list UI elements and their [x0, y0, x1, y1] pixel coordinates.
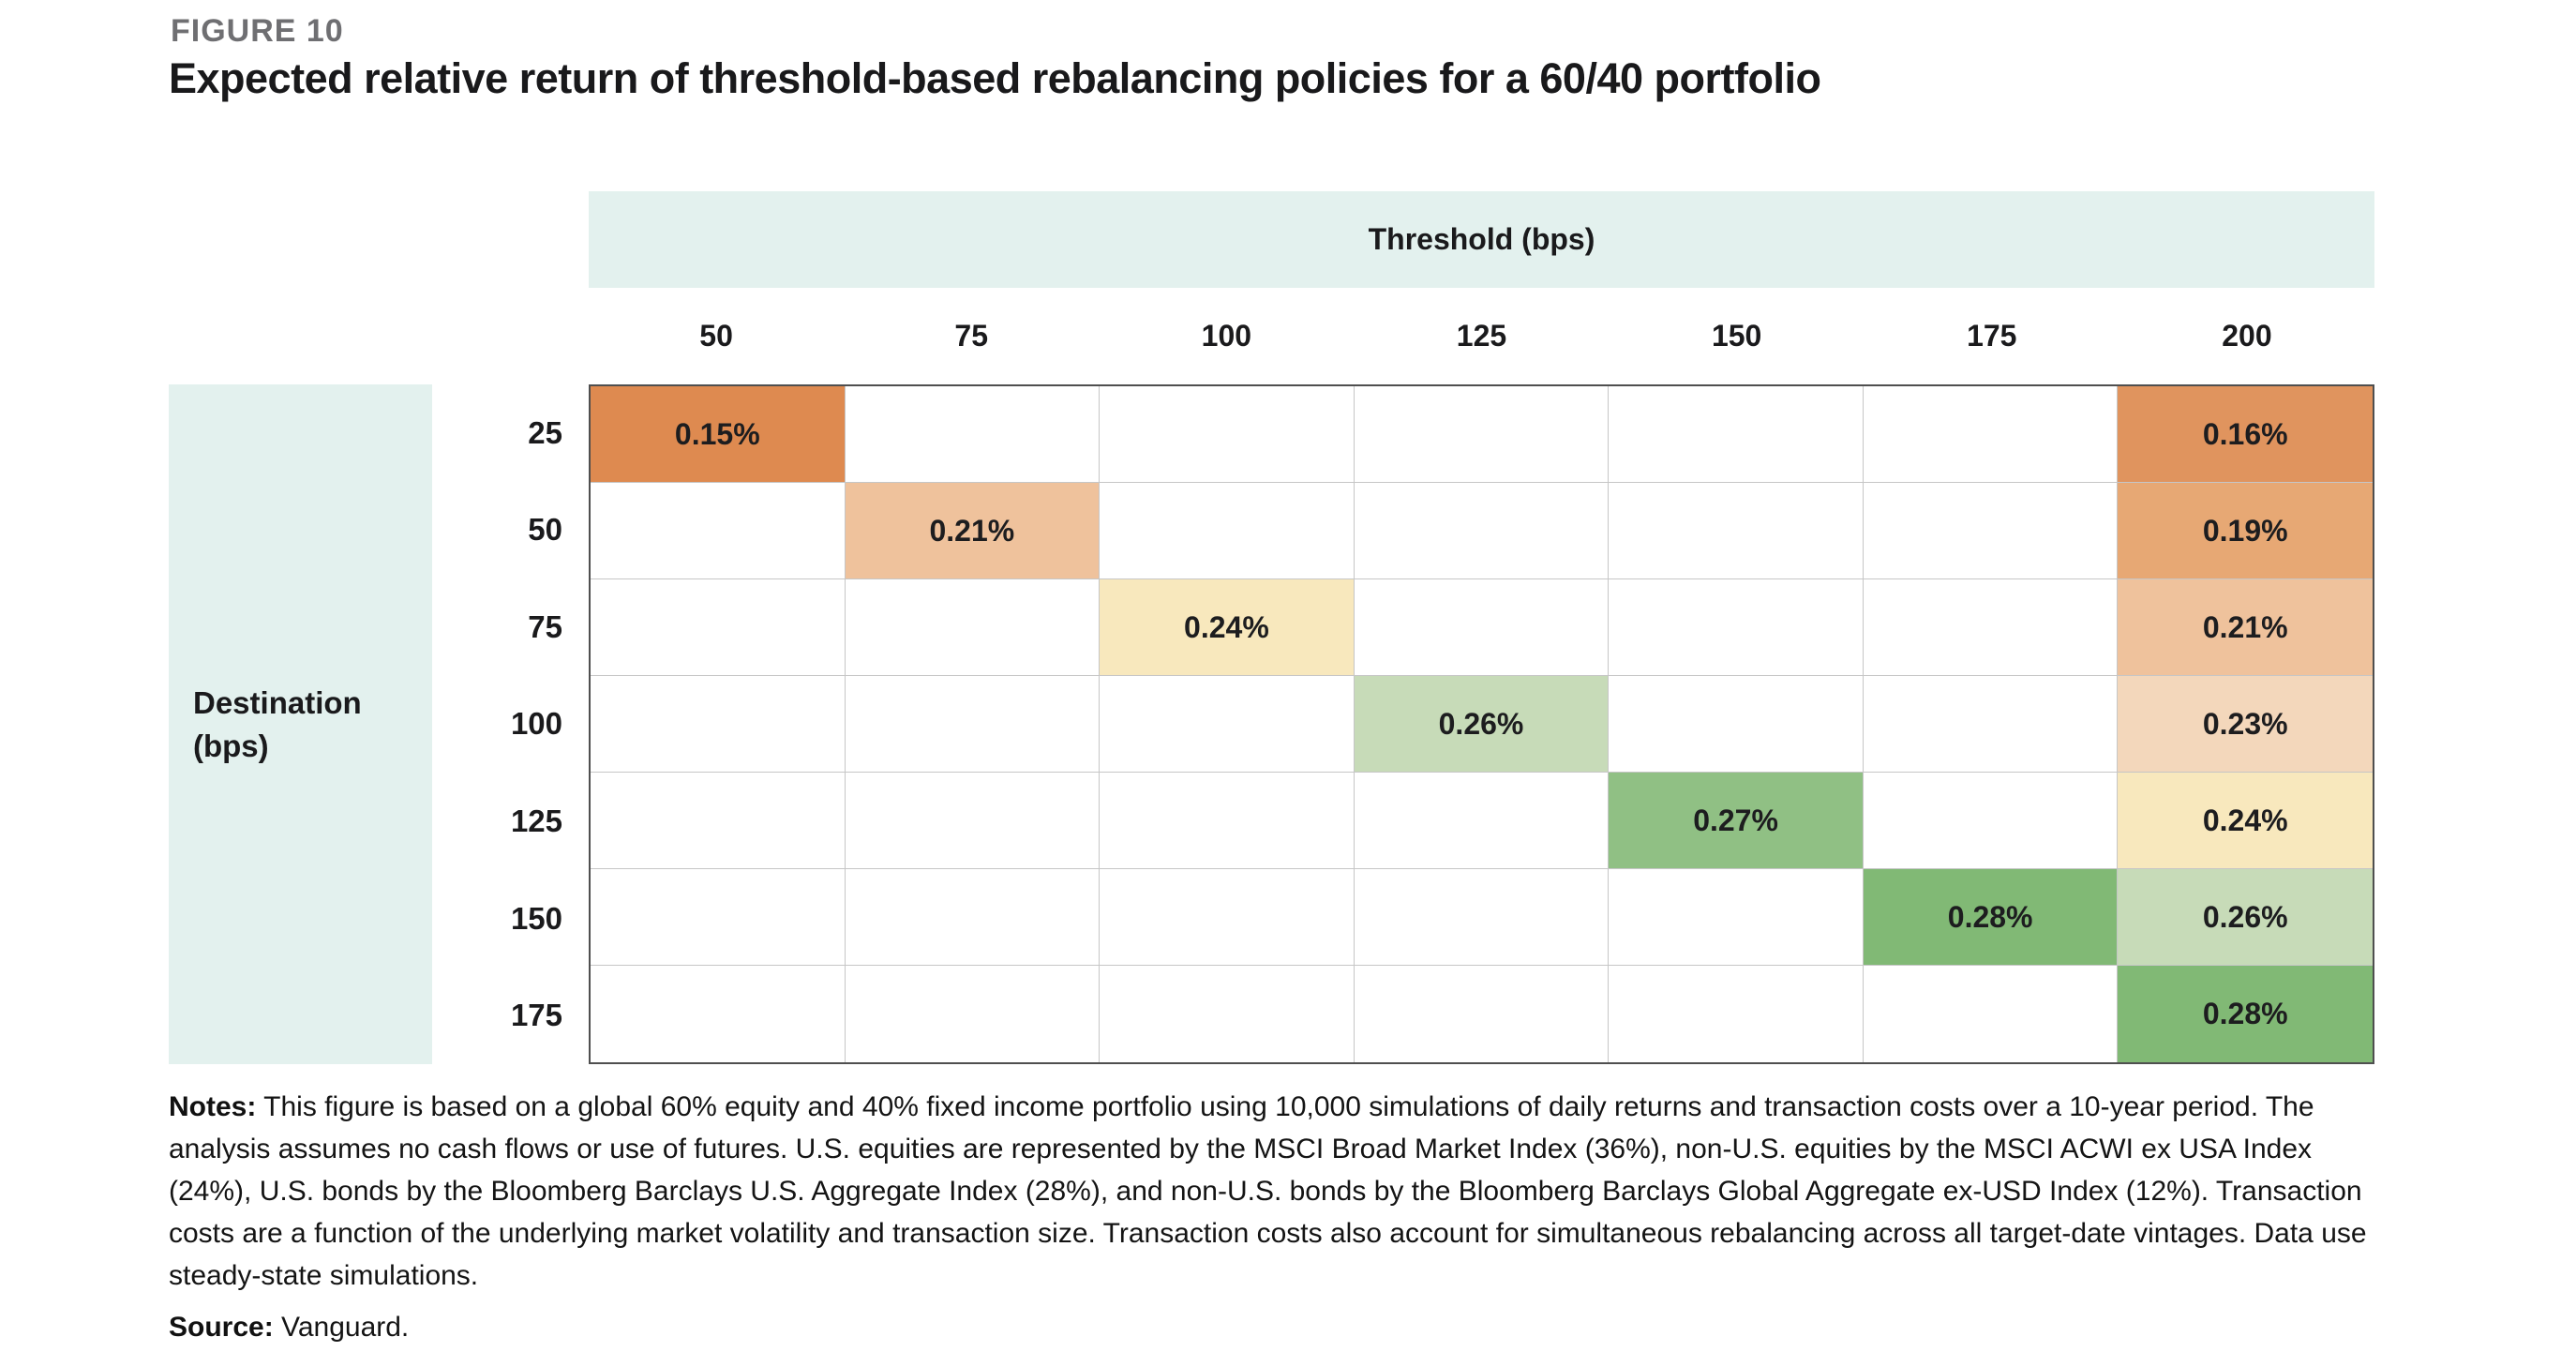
row-header: 125 [510, 804, 562, 839]
column-header: 175 [1967, 319, 2017, 353]
heatmap-cell [1100, 966, 1355, 1062]
heatmap-cell [1609, 966, 1864, 1062]
column-header: 50 [699, 319, 733, 353]
heatmap-cell [591, 773, 846, 869]
heatmap-cell [1354, 773, 1610, 869]
heatmap-cell [1863, 386, 2119, 483]
heatmap-grid: 0.15% 0.16% 0.21% 0.19% 0.24% 0.21% 0.26% 0.23%… [589, 384, 2374, 1064]
heatmap-cell [1100, 869, 1355, 966]
heatmap-cell: 0.26% [2118, 869, 2373, 966]
heatmap-cell [845, 869, 1101, 966]
figure-number-label: FIGURE 10 [171, 13, 344, 49]
row-headers: 25 50 75 100 125 150 175 [432, 384, 589, 1064]
heatmap-cell [591, 869, 846, 966]
heatmap-cell: 0.16% [2118, 386, 2373, 483]
heatmap-cell [1609, 579, 1864, 676]
heatmap-cell [591, 579, 846, 676]
heatmap-cell: 0.21% [845, 483, 1101, 579]
row-axis-title-line2: (bps) [193, 728, 269, 763]
column-header: 150 [1711, 319, 1762, 353]
heatmap-cell [1100, 773, 1355, 869]
heatmap-cell [1100, 483, 1355, 579]
heatmap-cell: 0.24% [2118, 773, 2373, 869]
heatmap-cell: 0.21% [2118, 579, 2373, 676]
heatmap-cell [1609, 386, 1864, 483]
row-header: 50 [528, 512, 562, 548]
heatmap-cell [591, 966, 846, 1062]
source-text: Vanguard. [281, 1312, 410, 1343]
column-axis-title-band: Threshold (bps) [589, 191, 2374, 288]
heatmap-cell [1863, 483, 2119, 579]
heatmap-cell [1609, 676, 1864, 773]
column-headers: 50 75 100 125 150 175 200 [589, 288, 2374, 384]
column-header: 200 [2222, 319, 2272, 353]
row-header: 25 [528, 414, 562, 450]
heatmap-cell [1354, 869, 1610, 966]
heatmap-cell: 0.24% [1100, 579, 1355, 676]
source-paragraph: Source: Vanguard. [169, 1306, 2392, 1348]
column-header: 125 [1456, 319, 1507, 353]
row-header: 150 [510, 900, 562, 936]
heatmap-cell [845, 966, 1101, 1062]
row-header: 100 [510, 706, 562, 742]
row-axis-title-box: Destination (bps) [169, 384, 432, 1064]
column-header: 100 [1201, 319, 1252, 353]
heatmap-cell [1863, 773, 2119, 869]
heatmap-cell: 0.27% [1609, 773, 1864, 869]
heatmap-cell [1354, 579, 1610, 676]
row-header: 175 [510, 998, 562, 1033]
notes-paragraph: Notes: This figure is based on a global … [169, 1086, 2392, 1297]
heatmap-cell [1863, 676, 2119, 773]
column-axis-title: Threshold (bps) [1368, 222, 1595, 256]
heatmap-cell: 0.23% [2118, 676, 2373, 773]
figure-title: Expected relative return of threshold-ba… [169, 54, 1821, 102]
heatmap-cell [845, 579, 1101, 676]
heatmap-cell [1354, 386, 1610, 483]
heatmap-cell: 0.15% [591, 386, 846, 483]
heatmap-cell: 0.28% [2118, 966, 2373, 1062]
heatmap-cell [1863, 966, 2119, 1062]
heatmap-cell [591, 676, 846, 773]
footnotes: Notes: This figure is based on a global … [169, 1086, 2392, 1348]
heatmap-cell [1354, 483, 1610, 579]
notes-text: This figure is based on a global 60% equ… [169, 1091, 2367, 1291]
row-axis-title-line1: Destination [193, 684, 362, 720]
heatmap-cell [845, 676, 1101, 773]
heatmap-cell [1354, 966, 1610, 1062]
heatmap-cell [591, 483, 846, 579]
heatmap-cell: 0.28% [1863, 869, 2119, 966]
source-label: Source: [169, 1312, 274, 1343]
heatmap-cell [1609, 869, 1864, 966]
heatmap-cell: 0.26% [1354, 676, 1610, 773]
heatmap-cell [1100, 386, 1355, 483]
column-header: 75 [954, 319, 988, 353]
heatmap-cell [1100, 676, 1355, 773]
heatmap-cell [1609, 483, 1864, 579]
heatmap-cell [845, 386, 1101, 483]
notes-label: Notes: [169, 1091, 257, 1122]
heatmap-cell [1863, 579, 2119, 676]
heatmap-cell [845, 773, 1101, 869]
heatmap-cell: 0.19% [2118, 483, 2373, 579]
row-header: 75 [528, 608, 562, 644]
